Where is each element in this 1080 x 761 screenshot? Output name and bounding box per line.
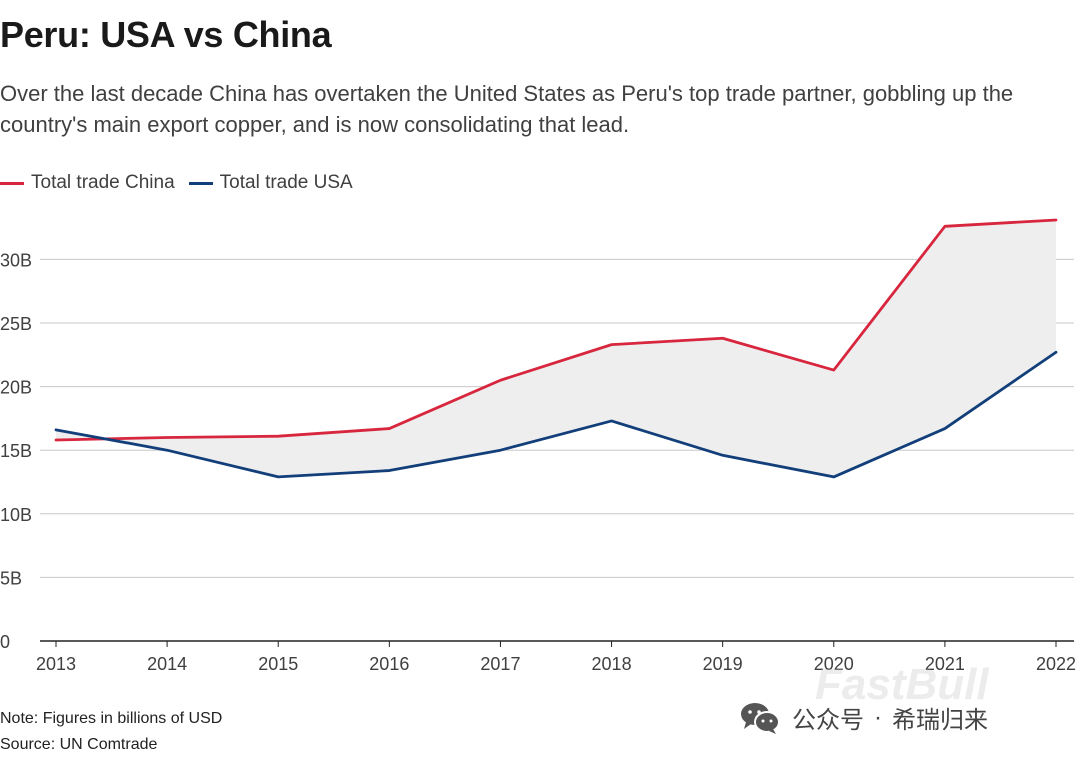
data-point-china-2017 <box>498 378 502 382</box>
data-point-usa-2021 <box>943 427 947 431</box>
x-tick-label-2015: 2015 <box>258 654 298 674</box>
x-tick-label-2017: 2017 <box>480 654 520 674</box>
data-point-china-2014 <box>165 435 169 439</box>
data-point-usa-2015 <box>276 475 280 479</box>
gap-fill-area <box>56 219 1056 477</box>
x-tick-label-2018: 2018 <box>592 654 632 674</box>
wechat-account-label: 公众号 <box>792 707 864 734</box>
x-tick-label-2022: 2022 <box>1036 654 1076 674</box>
data-point-usa-2014 <box>165 448 169 452</box>
wechat-icon <box>741 702 780 734</box>
chart-subtitle: Over the last decade China has overtaken… <box>0 81 1014 137</box>
series-line-usa <box>54 350 1058 479</box>
data-point-china-2020 <box>832 368 836 372</box>
data-point-usa-2016 <box>387 469 391 473</box>
source-note: Source: UN Comtrade <box>0 736 158 753</box>
legend-swatch-china <box>0 181 24 185</box>
y-tick-label-30: 30B <box>0 250 32 270</box>
legend-item-china: Total trade China <box>0 172 175 194</box>
y-tick-label-20: 20B <box>0 378 32 398</box>
legend-swatch-usa <box>188 181 213 185</box>
y-tick-label-10: 10B <box>0 505 32 525</box>
footnote: Note: Figures in billions of USD <box>0 710 223 727</box>
legend: Total trade China Total trade USA <box>0 172 367 194</box>
data-point-usa-2020 <box>832 475 836 479</box>
x-tick-label-2020: 2020 <box>814 654 854 674</box>
x-tick-label-2019: 2019 <box>703 654 743 674</box>
data-point-china-2016 <box>387 427 391 431</box>
wechat-account-name: 希瑞归来 <box>892 707 988 734</box>
legend-item-usa: Total trade USA <box>188 172 353 194</box>
data-point-china-2022 <box>1054 218 1058 222</box>
data-point-usa-2017 <box>498 448 502 452</box>
data-point-china-2018 <box>610 343 614 347</box>
line-chart: 0 5B 10B 15B 20B 25B 30B 2013 2014 2015 2016 2017 20… <box>0 218 1076 674</box>
x-tick-label-2013: 2013 <box>36 654 76 674</box>
series-line-china <box>54 218 1058 442</box>
data-point-china-2019 <box>721 336 725 340</box>
legend-label-usa: Total trade USA <box>219 172 353 193</box>
data-point-usa-2013 <box>54 428 58 432</box>
data-point-usa-2022 <box>1054 350 1058 354</box>
chart-title: Peru: USA vs China <box>0 14 332 55</box>
y-tick-label-25: 25B <box>0 314 32 334</box>
legend-label-china: Total trade China <box>31 172 175 193</box>
y-tick-label-0: 0 <box>0 632 10 652</box>
fastbull-watermark: FastBull <box>815 660 989 709</box>
data-point-china-2013 <box>54 438 58 442</box>
y-tick-label-5: 5B <box>0 568 22 588</box>
x-tick-label-2014: 2014 <box>147 654 187 674</box>
x-tick-label-2016: 2016 <box>369 654 409 674</box>
y-tick-label-15: 15B <box>0 441 32 461</box>
wechat-separator: · <box>874 703 882 731</box>
data-point-china-2021 <box>943 224 947 228</box>
data-point-usa-2019 <box>721 453 725 457</box>
x-tick-label-2021: 2021 <box>925 654 965 674</box>
data-point-usa-2018 <box>610 419 614 423</box>
data-point-china-2015 <box>276 434 280 438</box>
wechat-watermark: 公众号 · 希瑞归来 <box>740 700 988 735</box>
